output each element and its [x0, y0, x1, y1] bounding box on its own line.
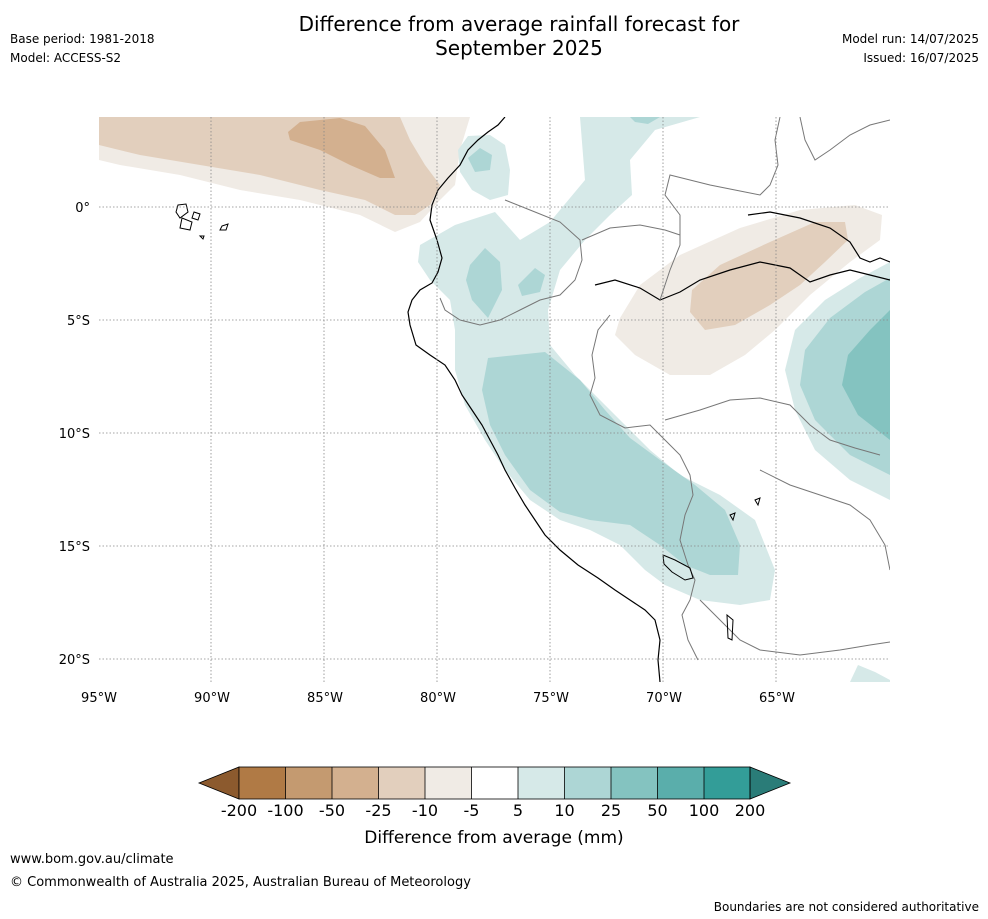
colorbar: -200 -100 -50 -25 -10 -5 5 10 25 50 100 …: [197, 766, 792, 848]
graticule: [99, 117, 890, 682]
lon-label: 70°W: [646, 691, 682, 706]
lon-label: 95°W: [81, 691, 117, 706]
wet-region-colombia-10: [468, 148, 492, 172]
disclaimer-text: Boundaries are not considered authoritat…: [713, 900, 979, 914]
base-period-text: Base period: 1981-2018: [10, 32, 155, 46]
colorbar-tick-label: -100: [267, 801, 303, 820]
wet-region-top-5: [630, 117, 660, 124]
colorbar-segment: [471, 767, 518, 799]
lat-label: 5°S: [67, 314, 90, 329]
map-title: Difference from average rainfall forecas…: [194, 12, 844, 60]
lon-label: 75°W: [533, 691, 569, 706]
colorbar-title: Difference from average (mm): [364, 828, 623, 848]
wet-region-andes-10: [482, 352, 740, 575]
lat-label: 20°S: [59, 653, 90, 668]
colorbar-segment: [239, 767, 286, 799]
coastline: [407, 117, 661, 682]
colorbar-segment: [285, 767, 332, 799]
latitude-labels: 0° 5°S 10°S 15°S 20°S: [59, 201, 90, 668]
colorbar-tick-label: 200: [735, 801, 766, 820]
colorbar-tick-label: 10: [554, 801, 574, 820]
map-plot-area: [99, 117, 890, 682]
colorbar-tick-label: -50: [319, 801, 345, 820]
wet-region-ecuador-10: [466, 248, 502, 318]
lake-titicaca: [662, 497, 761, 641]
lat-label: 15°S: [59, 540, 90, 555]
colorbar-tick-label: 50: [647, 801, 667, 820]
colorbar-tick-label: -5: [464, 801, 480, 820]
wet-region-peru-10: [518, 268, 545, 296]
colorbar-segment: [564, 767, 611, 799]
galapagos-islands: [175, 203, 229, 240]
colorbar-extend-high: [749, 766, 792, 800]
model-name-text: Model: ACCESS-S2: [10, 51, 122, 65]
lon-label: 80°W: [420, 691, 456, 706]
copyright-text: © Commonwealth of Australia 2025, Austra…: [10, 875, 471, 890]
country-borders: [439, 117, 890, 661]
coastline-north: [594, 261, 890, 301]
website-link[interactable]: www.bom.gov.au/climate: [10, 852, 174, 867]
lat-label: 0°: [75, 201, 90, 216]
lon-label: 90°W: [194, 691, 230, 706]
colorbar-tick-label: 5: [513, 801, 523, 820]
colorbar-tick-label: -25: [365, 801, 391, 820]
colorbar-tick-label: -10: [412, 801, 438, 820]
colorbar-segment: [657, 767, 704, 799]
dry-region-pacific-25: [288, 118, 395, 178]
coastline-amazon: [747, 211, 890, 263]
lon-label: 85°W: [307, 691, 343, 706]
issued-date-text: Issued: 16/07/2025: [863, 51, 979, 65]
lon-label: 65°W: [759, 691, 795, 706]
longitude-labels: 95°W 90°W 85°W 80°W 75°W 70°W 65°W: [81, 691, 795, 706]
colorbar-segment: [704, 767, 750, 799]
wet-region-east-25: [842, 310, 890, 440]
title-line-1: Difference from average rainfall forecas…: [298, 12, 740, 36]
colorbar-segment: [378, 767, 425, 799]
colorbar-tick-label: 100: [689, 801, 720, 820]
wet-region-southeast-5: [850, 665, 890, 682]
colorbar-segment: [611, 767, 658, 799]
model-run-text: Model run: 14/07/2025: [841, 32, 979, 46]
colorbar-segment: [332, 767, 379, 799]
title-line-2: September 2025: [435, 36, 603, 60]
colorbar-tick-label: 25: [601, 801, 621, 820]
lat-label: 10°S: [59, 427, 90, 442]
colorbar-segment: [425, 767, 472, 799]
colorbar-extend-low: [197, 766, 240, 800]
colorbar-tick-label: -200: [221, 801, 257, 820]
dry-region-amazon-25: [690, 222, 848, 330]
colorbar-segment: [518, 767, 565, 799]
